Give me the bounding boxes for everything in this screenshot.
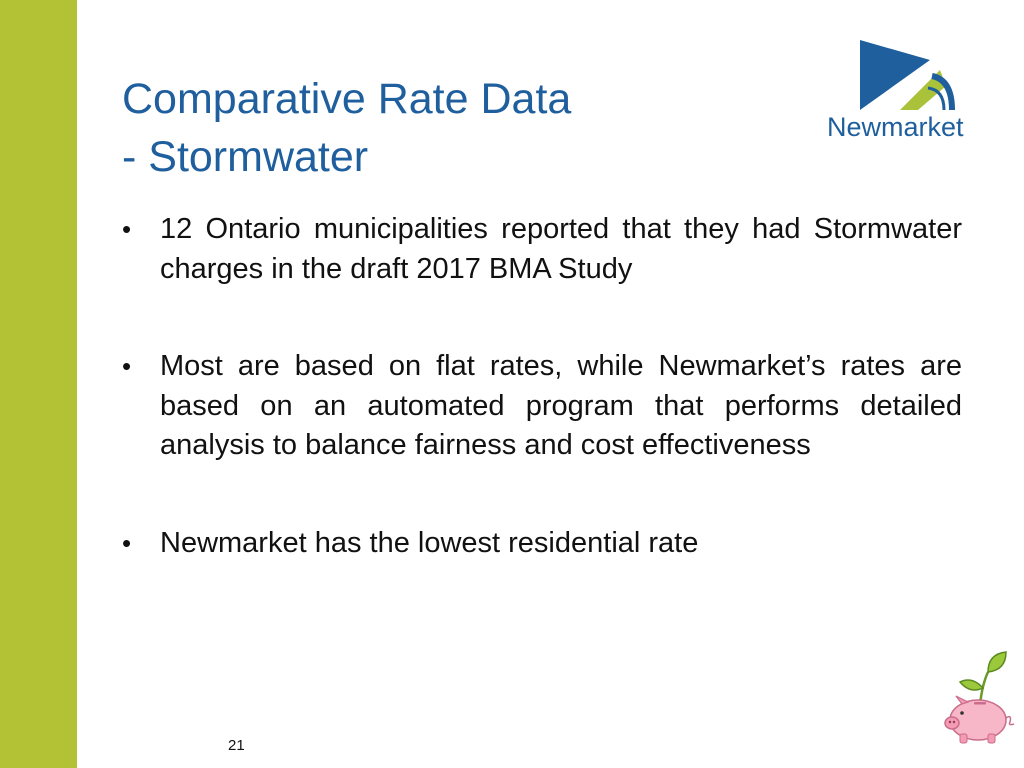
bullet-item: • Newmarket has the lowest residential r…: [120, 524, 962, 564]
bullet-text: Newmarket has the lowest residential rat…: [160, 526, 699, 559]
bullet-marker: •: [122, 351, 132, 381]
bullet-item: • Most are based on flat rates, while Ne…: [120, 347, 962, 466]
bullet-marker: •: [122, 527, 132, 558]
bullet-item: • 12 Ontario municipalities reported tha…: [120, 210, 962, 289]
newmarket-logo-icon: [860, 40, 955, 111]
title-line-2: - Stormwater: [122, 133, 369, 181]
newmarket-logo: Newmarket: [822, 40, 988, 146]
bullet-text: 12 Ontario municipalities reported that …: [160, 213, 962, 285]
bullet-marker: •: [122, 214, 132, 244]
title-line-1: Comparative Rate Data: [122, 75, 572, 123]
side-accent-bar: [0, 0, 77, 768]
logo-wordmark: Newmarket: [827, 112, 964, 142]
bullet-list: • 12 Ontario municipalities reported tha…: [120, 210, 962, 563]
page-number: 21: [228, 737, 245, 754]
piggy-bank-sprout-icon: [936, 650, 1016, 750]
slide-title: Comparative Rate Data - Stormwater: [122, 70, 762, 186]
bullet-text: Most are based on flat rates, while Newm…: [160, 350, 962, 461]
